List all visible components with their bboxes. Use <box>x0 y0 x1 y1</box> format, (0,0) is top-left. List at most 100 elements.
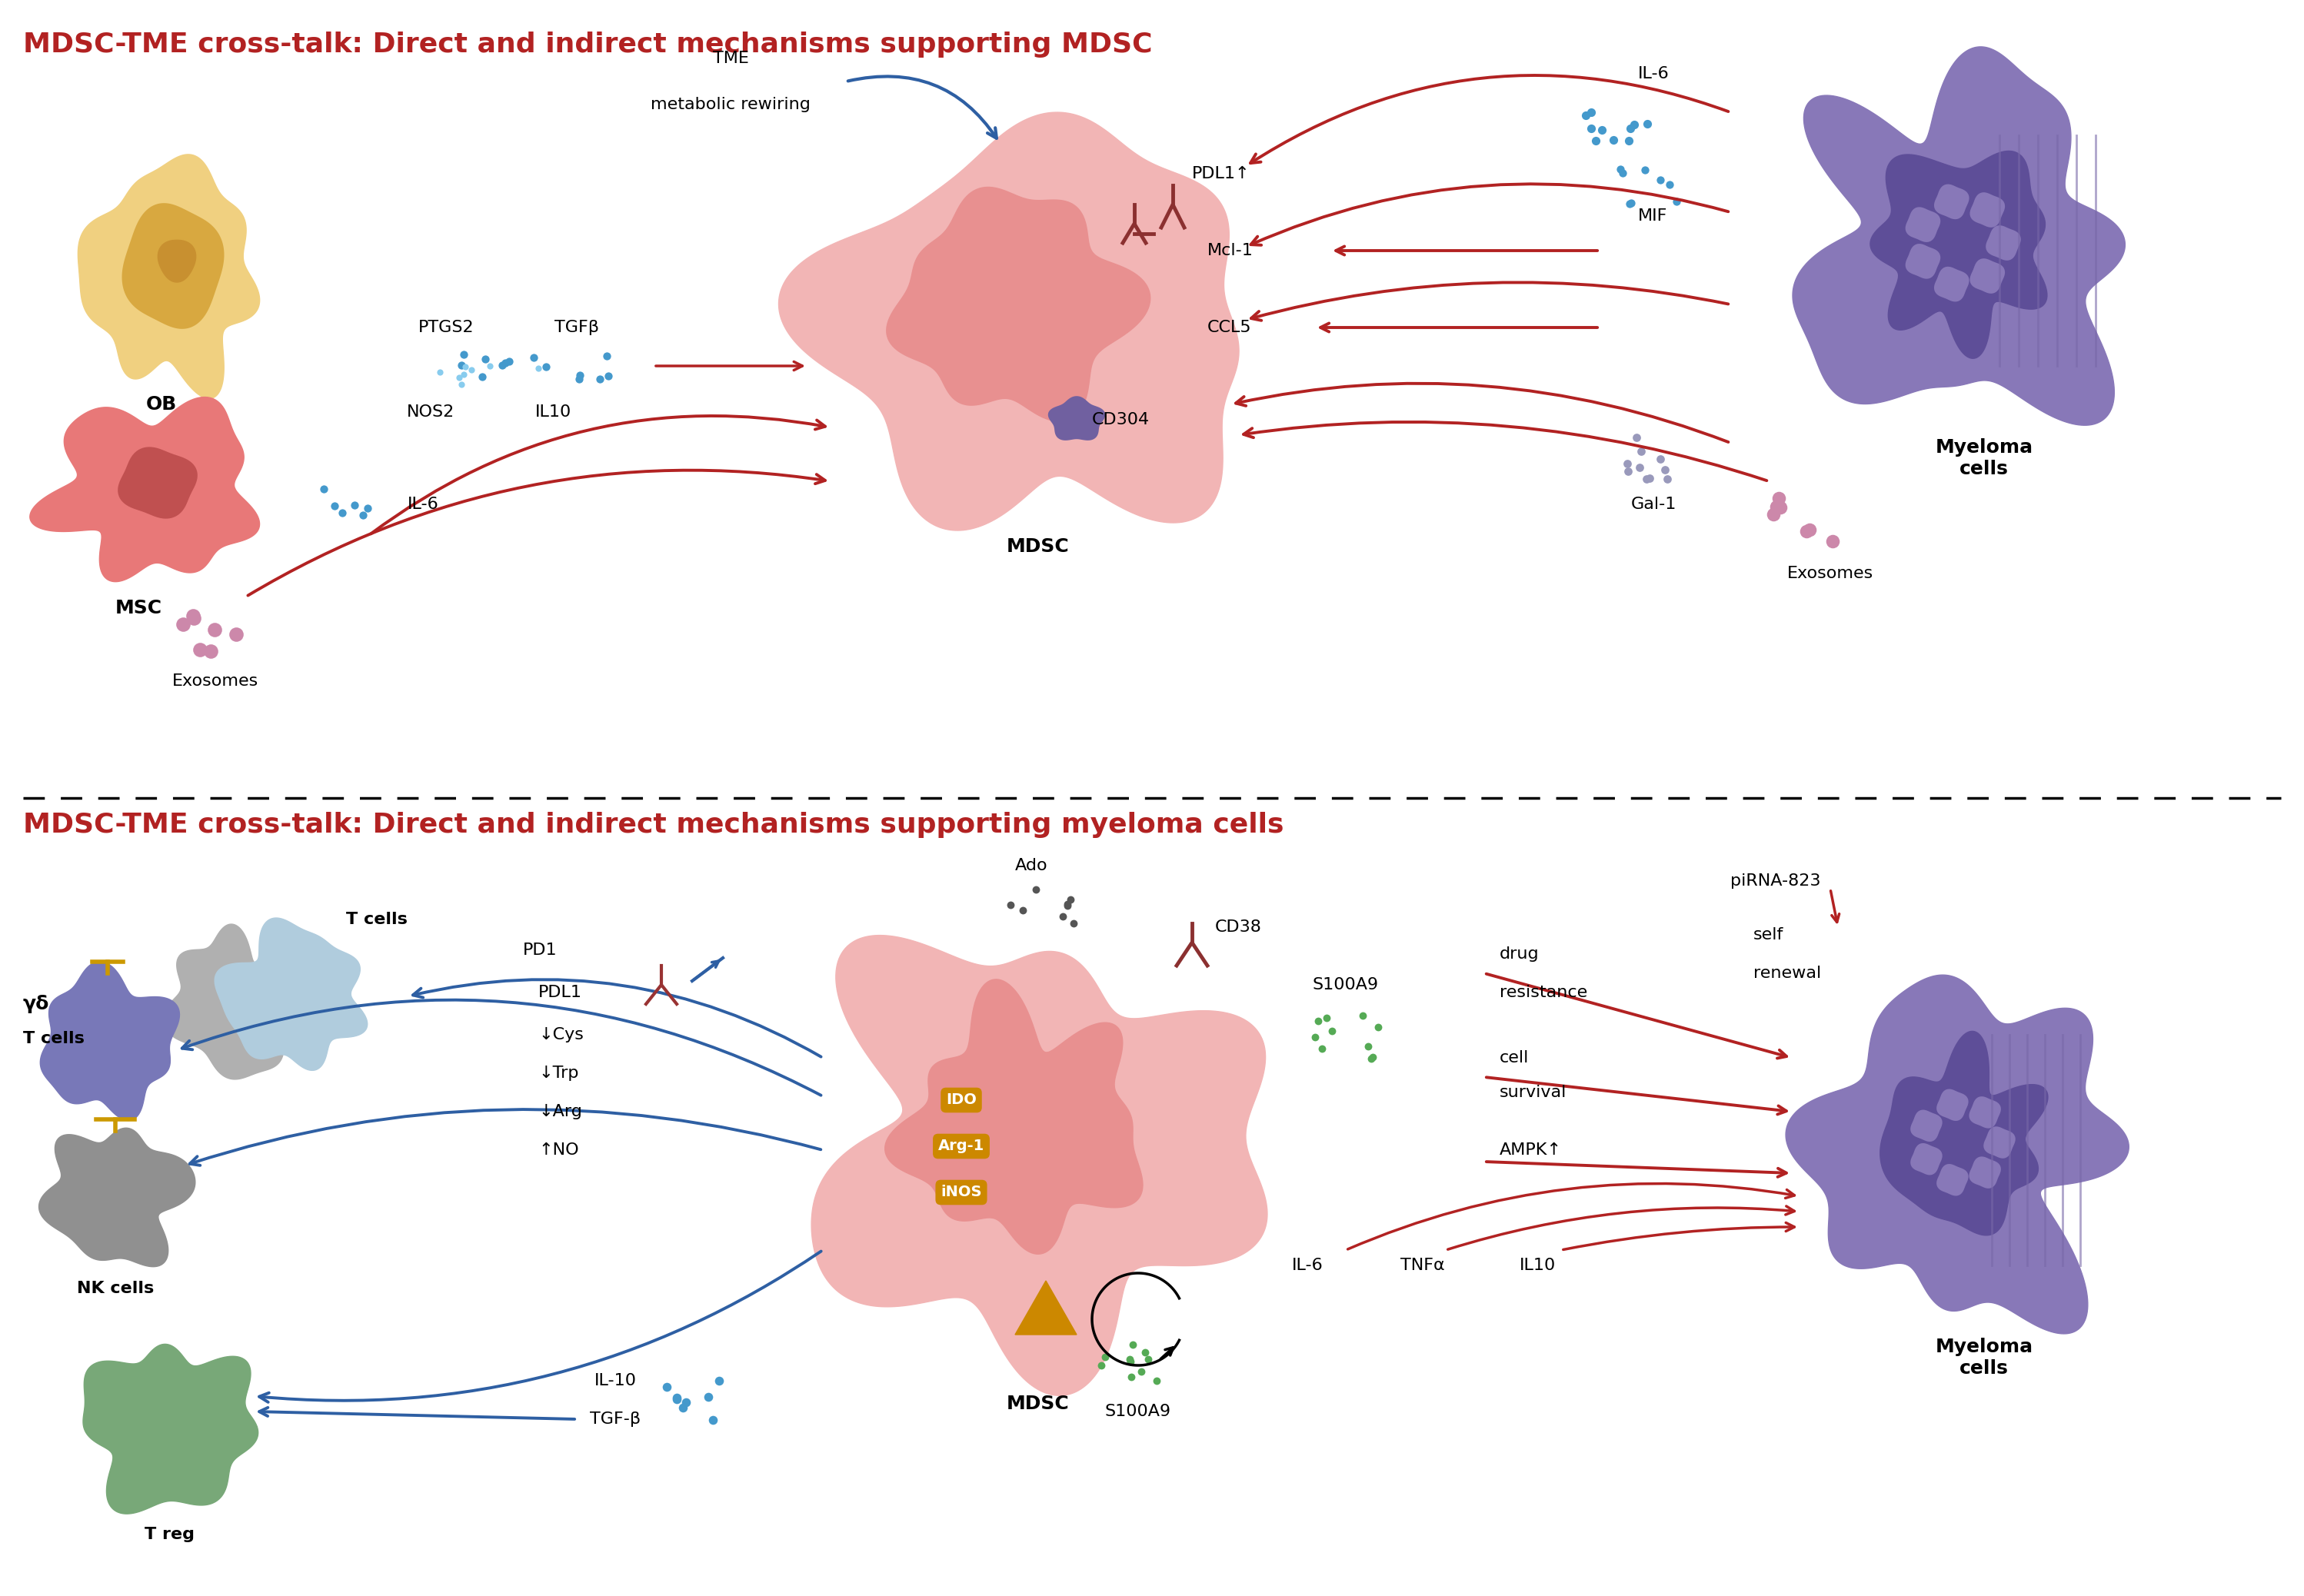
Text: Mcl-1: Mcl-1 <box>1207 243 1253 259</box>
Point <box>1629 110 1666 136</box>
Point <box>1578 128 1615 153</box>
Text: IL-10: IL-10 <box>594 1373 636 1389</box>
Point <box>350 495 387 520</box>
Polygon shape <box>30 397 260 581</box>
Point <box>491 348 528 373</box>
Point <box>1652 172 1689 198</box>
Point <box>175 605 212 630</box>
Polygon shape <box>1970 1096 2000 1128</box>
Polygon shape <box>118 447 198 519</box>
Point <box>1643 445 1680 471</box>
Polygon shape <box>1970 1157 2000 1189</box>
Point <box>1601 156 1638 182</box>
Point <box>562 362 599 388</box>
Text: Myeloma
cells: Myeloma cells <box>1935 439 2032 479</box>
Point <box>442 372 479 397</box>
Point <box>454 358 491 383</box>
Text: survival: survival <box>1500 1085 1567 1100</box>
Point <box>1111 1347 1147 1373</box>
Polygon shape <box>885 980 1143 1254</box>
Point <box>521 356 558 381</box>
Point <box>1018 876 1055 902</box>
Point <box>1758 495 1795 520</box>
Text: IDO: IDO <box>947 1093 977 1108</box>
Polygon shape <box>1984 1127 2016 1159</box>
Point <box>445 342 482 367</box>
Point <box>1299 1009 1336 1034</box>
Text: ↓Trp: ↓Trp <box>539 1066 578 1080</box>
Point <box>1659 188 1696 214</box>
Text: CD38: CD38 <box>1214 919 1263 935</box>
Point <box>1647 466 1684 492</box>
Point <box>1788 519 1825 544</box>
Text: TME: TME <box>712 51 749 65</box>
Point <box>1048 891 1085 916</box>
Text: self: self <box>1753 927 1783 943</box>
Point <box>691 1384 728 1409</box>
Point <box>182 637 219 662</box>
Text: drug: drug <box>1500 946 1539 962</box>
Point <box>1567 102 1604 128</box>
Point <box>1087 1344 1124 1369</box>
Point <box>694 1408 730 1433</box>
Polygon shape <box>1938 1163 1968 1195</box>
Text: MSC: MSC <box>115 598 161 618</box>
Point <box>1629 466 1666 492</box>
Polygon shape <box>1970 193 2004 227</box>
Text: TGFβ: TGFβ <box>555 319 599 335</box>
Text: T reg: T reg <box>145 1527 194 1542</box>
Point <box>447 354 484 380</box>
Point <box>516 345 553 370</box>
Text: PD1: PD1 <box>523 943 558 958</box>
Point <box>1359 1013 1396 1039</box>
Text: IL-6: IL-6 <box>1638 65 1670 81</box>
Text: Exosomes: Exosomes <box>1788 567 1873 581</box>
Point <box>316 493 353 519</box>
Point <box>1309 1005 1346 1031</box>
Polygon shape <box>1910 1143 1942 1175</box>
Point <box>1574 99 1610 124</box>
Polygon shape <box>1905 207 1940 243</box>
Point <box>1608 450 1645 476</box>
Point <box>1617 425 1654 450</box>
Point <box>1613 190 1650 215</box>
Point <box>1355 1044 1392 1069</box>
Text: T cells: T cells <box>23 1031 85 1047</box>
Point <box>581 365 617 391</box>
Point <box>1352 1045 1389 1071</box>
Point <box>1790 517 1827 543</box>
Polygon shape <box>1016 1282 1076 1334</box>
Polygon shape <box>1910 1109 1942 1141</box>
Polygon shape <box>1986 225 2021 260</box>
Point <box>1044 903 1081 929</box>
Text: AMPK↑: AMPK↑ <box>1500 1143 1562 1157</box>
Text: resistance: resistance <box>1500 985 1587 1001</box>
Point <box>700 1368 737 1393</box>
Point <box>1571 115 1608 140</box>
Text: S100A9: S100A9 <box>1106 1404 1170 1419</box>
Text: NK cells: NK cells <box>76 1282 154 1296</box>
Point <box>442 353 479 378</box>
Text: ↓Cys: ↓Cys <box>539 1028 583 1042</box>
Point <box>528 354 564 380</box>
Point <box>1622 455 1659 480</box>
Point <box>1610 192 1647 217</box>
Point <box>993 892 1030 918</box>
Text: MIF: MIF <box>1638 209 1668 223</box>
Text: PDL1↑: PDL1↑ <box>1191 166 1251 182</box>
Text: metabolic rewiring: metabolic rewiring <box>650 97 811 112</box>
Point <box>1350 1033 1387 1058</box>
Point <box>1005 897 1041 922</box>
Point <box>659 1385 696 1411</box>
Polygon shape <box>39 962 180 1120</box>
Point <box>1631 466 1668 492</box>
Polygon shape <box>164 924 316 1079</box>
Point <box>1643 168 1680 193</box>
Point <box>346 503 382 528</box>
Polygon shape <box>1048 396 1106 440</box>
Polygon shape <box>83 1344 258 1515</box>
Point <box>1113 1349 1150 1374</box>
Point <box>560 367 597 393</box>
Text: Ado: Ado <box>1016 859 1048 873</box>
Text: TNFα: TNFα <box>1401 1258 1445 1274</box>
